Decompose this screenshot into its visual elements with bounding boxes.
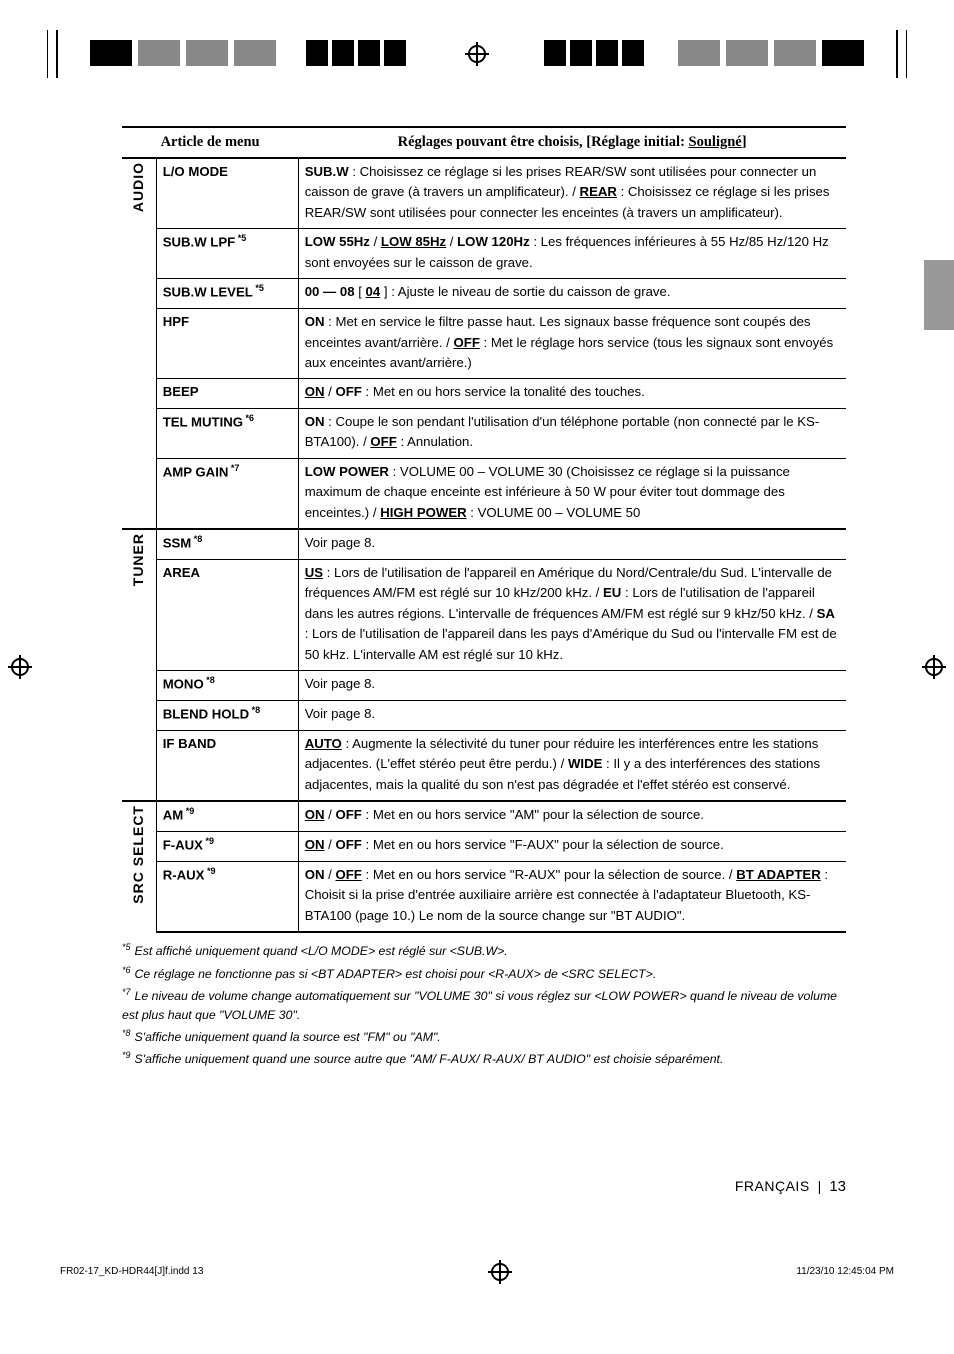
menu-item: BEEP bbox=[156, 379, 298, 408]
print-metadata: FR02-17_KD-HDR44[J]f.indd 13 11/23/10 12… bbox=[60, 1266, 894, 1290]
menu-item: SUB.W LPF *5 bbox=[156, 229, 298, 279]
menu-desc: ON / OFF : Met en ou hors service "F-AUX… bbox=[298, 832, 846, 862]
menu-item: R-AUX *9 bbox=[156, 862, 298, 933]
page-content: Article de menu Réglages pouvant être ch… bbox=[122, 126, 846, 1071]
menu-table: Article de menu Réglages pouvant être ch… bbox=[122, 126, 846, 933]
register-mark-icon bbox=[488, 1260, 512, 1284]
menu-item: MONO *8 bbox=[156, 671, 298, 701]
category-audio: AUDIO bbox=[122, 158, 156, 529]
print-filename: FR02-17_KD-HDR44[J]f.indd 13 bbox=[60, 1266, 203, 1290]
category-tuner: TUNER bbox=[122, 529, 156, 801]
register-mark-icon bbox=[465, 42, 489, 66]
menu-desc: ON : Coupe le son pendant l'utilisation … bbox=[298, 408, 846, 458]
category-src-select: SRC SELECT bbox=[122, 801, 156, 932]
menu-desc: LOW 55Hz / LOW 85Hz / LOW 120Hz : Les fr… bbox=[298, 229, 846, 279]
menu-item: SUB.W LEVEL *5 bbox=[156, 279, 298, 309]
col-header-item: Article de menu bbox=[122, 127, 298, 158]
menu-item: F-AUX *9 bbox=[156, 832, 298, 862]
menu-item: HPF bbox=[156, 309, 298, 379]
menu-item: SSM *8 bbox=[156, 529, 298, 559]
menu-desc: Voir page 8. bbox=[298, 701, 846, 731]
col-header-settings: Réglages pouvant être choisis, [Réglage … bbox=[298, 127, 846, 158]
menu-desc: Voir page 8. bbox=[298, 671, 846, 701]
menu-item: L/O MODE bbox=[156, 158, 298, 229]
menu-desc: US : Lors de l'utilisation de l'appareil… bbox=[298, 560, 846, 671]
footnotes: *5Est affiché uniquement quand <L/O MODE… bbox=[122, 941, 846, 1069]
page-tab-marker bbox=[924, 260, 954, 330]
menu-item: BLEND HOLD *8 bbox=[156, 701, 298, 731]
menu-item: AREA bbox=[156, 560, 298, 671]
menu-item: TEL MUTING *6 bbox=[156, 408, 298, 458]
menu-desc: AUTO : Augmente la sélectivité du tuner … bbox=[298, 730, 846, 801]
menu-desc: ON : Met en service le filtre passe haut… bbox=[298, 309, 846, 379]
menu-desc: LOW POWER : VOLUME 00 – VOLUME 30 (Chois… bbox=[298, 458, 846, 529]
menu-desc: SUB.W : Choisissez ce réglage si les pri… bbox=[298, 158, 846, 229]
page-footer: FRANÇAIS|13 bbox=[735, 1178, 846, 1195]
menu-desc: ON / OFF : Met en ou hors service "AM" p… bbox=[298, 801, 846, 831]
menu-item: AMP GAIN *7 bbox=[156, 458, 298, 529]
menu-desc: 00 — 08 [ 04 ] : Ajuste le niveau de sor… bbox=[298, 279, 846, 309]
print-timestamp: 11/23/10 12:45:04 PM bbox=[796, 1266, 894, 1290]
register-mark-icon bbox=[8, 655, 32, 679]
menu-item: AM *9 bbox=[156, 801, 298, 831]
menu-item: IF BAND bbox=[156, 730, 298, 801]
menu-desc: ON / OFF : Met en ou hors service la ton… bbox=[298, 379, 846, 408]
menu-desc: Voir page 8. bbox=[298, 529, 846, 559]
register-mark-icon bbox=[922, 655, 946, 679]
menu-desc: ON / OFF : Met en ou hors service "R-AUX… bbox=[298, 862, 846, 933]
